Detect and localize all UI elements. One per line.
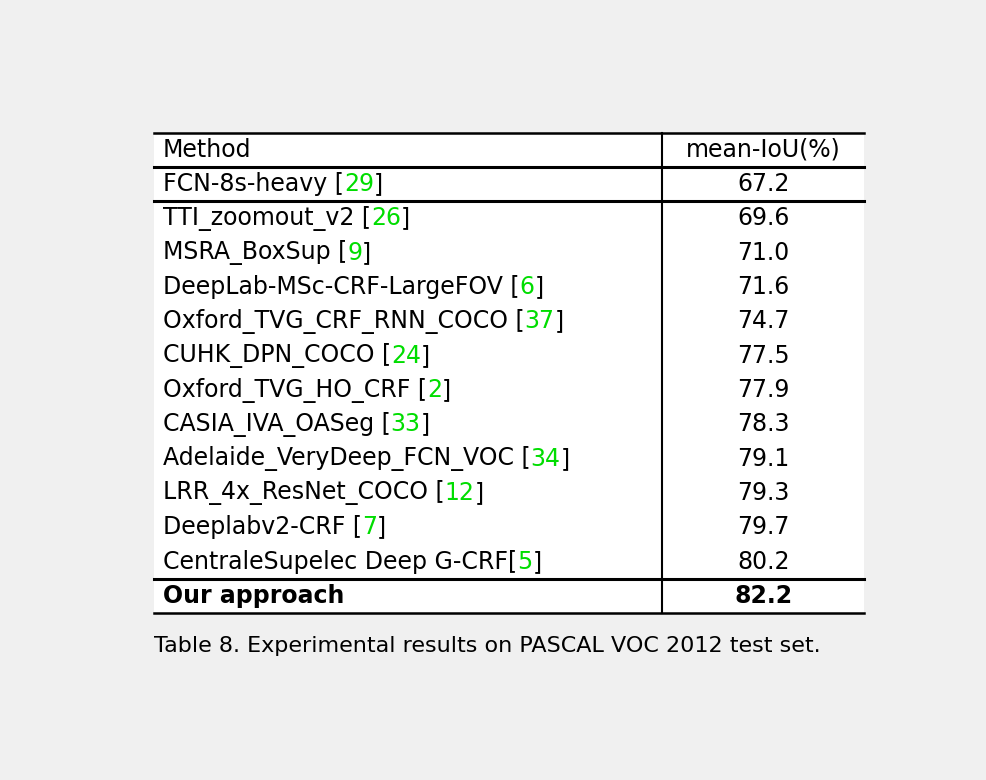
Text: ]: ] xyxy=(442,378,452,402)
Text: 78.3: 78.3 xyxy=(737,413,790,436)
Text: 6: 6 xyxy=(520,275,534,299)
Text: CUHK_DPN_COCO [: CUHK_DPN_COCO [ xyxy=(163,343,391,368)
Text: Oxford_TVG_CRF_RNN_COCO [: Oxford_TVG_CRF_RNN_COCO [ xyxy=(163,309,525,334)
Text: 67.2: 67.2 xyxy=(737,172,790,196)
Text: ]: ] xyxy=(534,275,543,299)
Text: 24: 24 xyxy=(391,344,421,367)
Text: LRR_4x_ResNet_COCO [: LRR_4x_ResNet_COCO [ xyxy=(163,480,445,505)
Text: Deeplabv2-CRF [: Deeplabv2-CRF [ xyxy=(163,516,362,539)
Text: 9: 9 xyxy=(347,241,362,264)
Text: 33: 33 xyxy=(390,413,421,436)
Text: DeepLab-MSc-CRF-LargeFOV [: DeepLab-MSc-CRF-LargeFOV [ xyxy=(163,275,520,299)
Text: 5: 5 xyxy=(517,550,532,573)
Text: 26: 26 xyxy=(371,207,401,230)
Text: ]: ] xyxy=(421,344,430,367)
Text: ]: ] xyxy=(401,207,410,230)
Text: Our approach: Our approach xyxy=(163,584,344,608)
Text: Adelaide_VeryDeep_FCN_VOC [: Adelaide_VeryDeep_FCN_VOC [ xyxy=(163,446,530,471)
Text: TTI_zoomout_v2 [: TTI_zoomout_v2 [ xyxy=(163,206,371,231)
Text: 69.6: 69.6 xyxy=(737,207,790,230)
Text: MSRA_BoxSup [: MSRA_BoxSup [ xyxy=(163,240,347,265)
Text: Oxford_TVG_HO_CRF [: Oxford_TVG_HO_CRF [ xyxy=(163,378,427,402)
Text: 37: 37 xyxy=(525,310,554,333)
Text: 7: 7 xyxy=(362,516,377,539)
Text: 79.7: 79.7 xyxy=(737,516,790,539)
Text: Table 8. Experimental results on PASCAL VOC 2012 test set.: Table 8. Experimental results on PASCAL … xyxy=(154,636,820,656)
Text: 77.9: 77.9 xyxy=(737,378,790,402)
Text: ]: ] xyxy=(421,413,430,436)
Text: 77.5: 77.5 xyxy=(737,344,790,367)
Text: Method: Method xyxy=(163,138,251,161)
Text: 12: 12 xyxy=(445,481,474,505)
Text: ]: ] xyxy=(374,172,383,196)
Text: 79.3: 79.3 xyxy=(737,481,790,505)
Text: ]: ] xyxy=(377,516,387,539)
Text: 79.1: 79.1 xyxy=(738,447,790,470)
Text: 74.7: 74.7 xyxy=(737,310,790,333)
Bar xyxy=(154,133,865,613)
Text: 71.0: 71.0 xyxy=(738,241,790,264)
Text: 29: 29 xyxy=(344,172,374,196)
Text: 82.2: 82.2 xyxy=(735,584,793,608)
Text: 80.2: 80.2 xyxy=(737,550,790,573)
Text: CASIA_IVA_OASeg [: CASIA_IVA_OASeg [ xyxy=(163,412,390,437)
Text: mean-IoU(%): mean-IoU(%) xyxy=(686,138,841,161)
Text: 34: 34 xyxy=(530,447,561,470)
Text: 71.6: 71.6 xyxy=(738,275,790,299)
Text: ]: ] xyxy=(561,447,570,470)
Text: ]: ] xyxy=(532,550,541,573)
Text: ]: ] xyxy=(474,481,483,505)
Text: ]: ] xyxy=(362,241,372,264)
Text: 2: 2 xyxy=(427,378,442,402)
Text: CentraleSupelec Deep G-CRF[: CentraleSupelec Deep G-CRF[ xyxy=(163,550,517,573)
Text: ]: ] xyxy=(554,310,564,333)
Text: FCN-8s-heavy [: FCN-8s-heavy [ xyxy=(163,172,344,196)
